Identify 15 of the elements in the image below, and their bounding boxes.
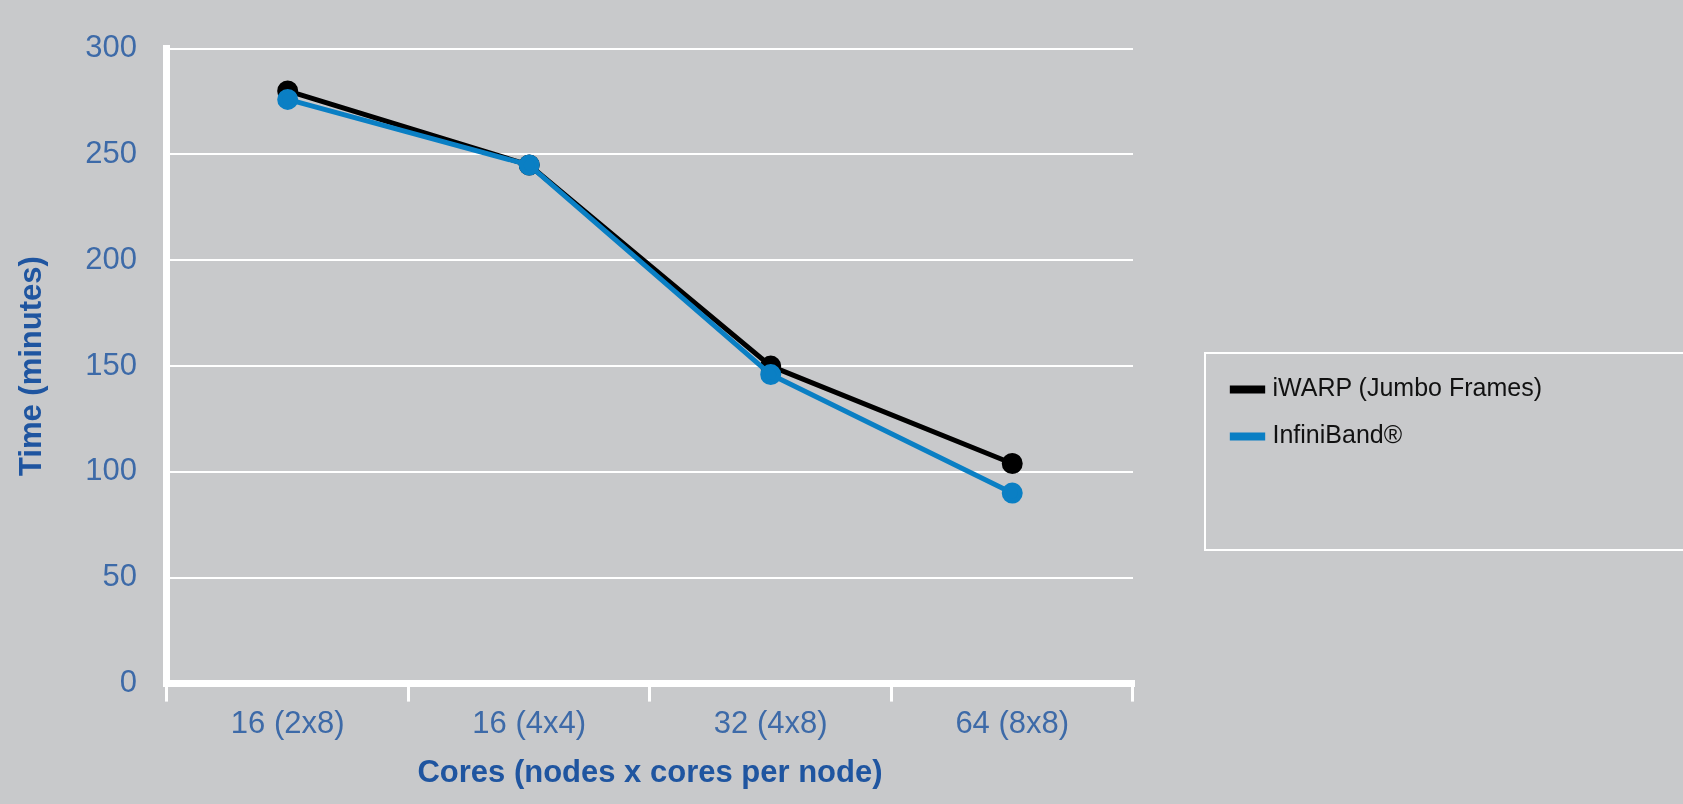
x-tick-label: 16 (4x4) — [472, 704, 587, 740]
legend-label: iWARP (Jumbo Frames) — [1272, 373, 1542, 402]
x-axis-title: Cores (nodes x cores per node) — [417, 753, 883, 789]
y-tick-label: 200 — [85, 240, 137, 276]
y-tick-label: 250 — [85, 134, 137, 170]
y-axis-title: Time (minutes) — [13, 256, 49, 477]
y-tick-label: 300 — [85, 29, 137, 65]
x-tick-label: 32 (4x8) — [713, 704, 828, 740]
y-tick-label: 50 — [102, 558, 137, 594]
legend-label: InfiniBand® — [1272, 420, 1403, 449]
y-tick-label: 100 — [85, 452, 137, 488]
y-tick-label: 0 — [119, 664, 137, 700]
x-tick-label: 64 (8x8) — [955, 704, 1070, 740]
x-tick-label: 16 (2x8) — [230, 704, 345, 740]
y-tick-label: 150 — [85, 346, 137, 382]
